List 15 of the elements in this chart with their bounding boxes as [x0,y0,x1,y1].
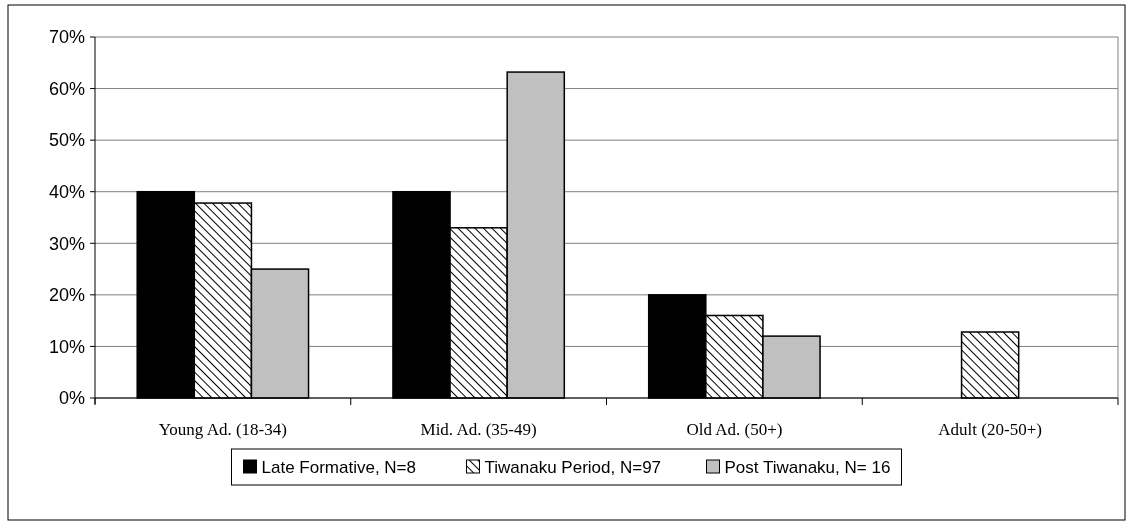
y-tick-label: 10% [48,336,85,357]
x-tick-label: Young Ad. (18-34) [158,420,287,439]
x-tick-label: Mid. Ad. (35-49) [420,420,537,439]
y-tick-label: 20% [48,285,85,306]
y-tick-label: 60% [48,78,85,99]
legend-label: Post Tiwanaku, N= 16 [724,457,891,477]
y-tick-label: 40% [48,182,85,203]
y-tick-label: 0% [58,388,85,409]
legend-label: Tiwanaku Period, N=97 [484,457,662,477]
x-tick-label: Old Ad. (50+) [686,420,783,439]
y-tick-label: 50% [48,130,85,151]
y-tick-label: 30% [48,233,85,254]
legend-label: Late Formative, N=8 [261,457,416,477]
x-tick-label: Adult (20-50+) [938,420,1042,439]
y-tick-label: 70% [48,27,85,48]
